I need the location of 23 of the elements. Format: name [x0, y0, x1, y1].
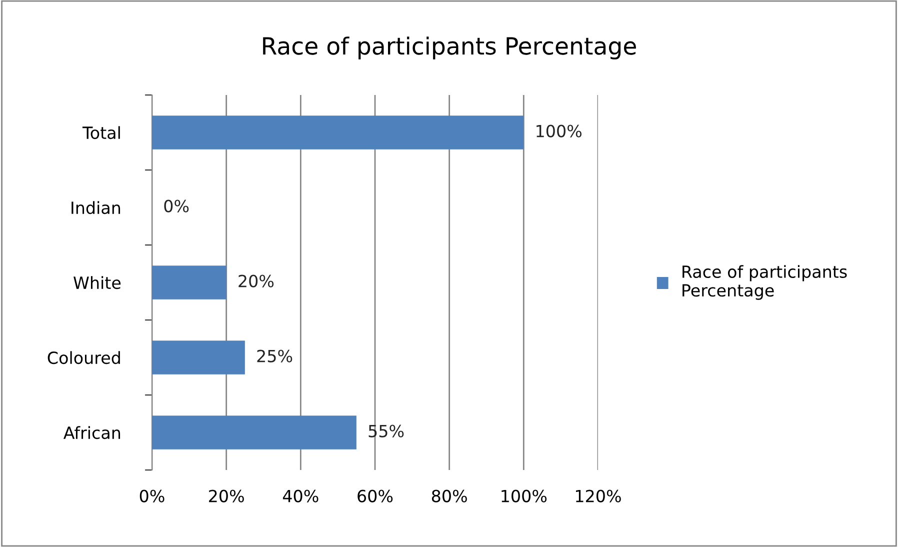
- x-tick-label: 0%: [140, 490, 164, 502]
- legend-label: Race of participants Percentage: [682, 265, 847, 300]
- x-tick-label: 40%: [282, 490, 318, 502]
- x-tick-label: 120%: [576, 490, 621, 502]
- data-label: 20%: [238, 274, 274, 288]
- x-tick-label: 80%: [432, 490, 467, 502]
- bar: [152, 266, 226, 300]
- y-tick-label: White: [74, 276, 121, 290]
- data-label: 0%: [164, 200, 189, 212]
- x-tick-label: 100%: [502, 490, 547, 502]
- bar: [152, 340, 245, 374]
- data-label: 25%: [257, 350, 292, 362]
- bar: [152, 116, 524, 150]
- chart-title: Race of participants Percentage: [263, 36, 636, 60]
- x-tick-label: 20%: [209, 490, 244, 502]
- y-tick-label: African: [63, 426, 120, 440]
- bar: [152, 416, 356, 450]
- data-label: 100%: [536, 124, 582, 138]
- y-tick-label: Coloured: [48, 351, 120, 364]
- x-tick-label: 60%: [358, 490, 393, 502]
- data-label: 55%: [368, 424, 404, 438]
- y-tick-label: Indian: [72, 201, 120, 214]
- y-tick-label: Total: [82, 126, 120, 140]
